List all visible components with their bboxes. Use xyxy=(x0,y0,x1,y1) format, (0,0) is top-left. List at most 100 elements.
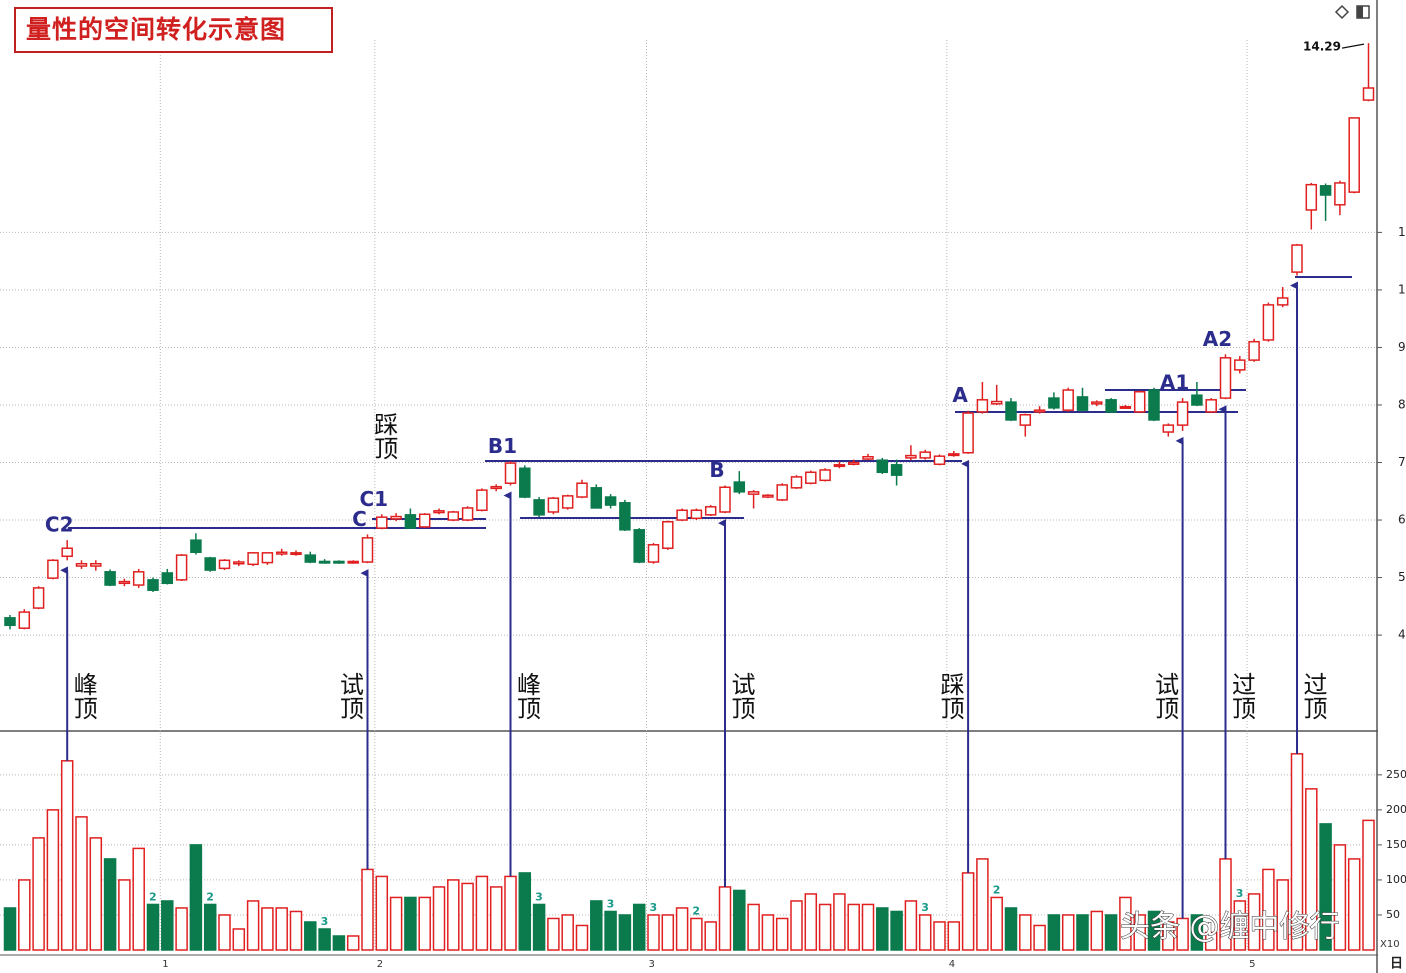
candle-body xyxy=(776,484,788,501)
candle-body xyxy=(347,560,359,564)
volume-note: 2 xyxy=(149,890,157,903)
volume-bar xyxy=(818,903,832,951)
volume-bar xyxy=(1147,910,1161,951)
candle-body xyxy=(1176,401,1189,426)
candle-body xyxy=(590,487,603,509)
volume-bar xyxy=(904,900,918,951)
candle-body xyxy=(290,552,302,556)
candle-body xyxy=(18,611,31,629)
candle-body xyxy=(1133,390,1146,413)
point-label: C1 xyxy=(360,487,389,511)
candle-body xyxy=(376,516,388,529)
volume-bar xyxy=(60,760,74,951)
candle-body xyxy=(190,539,202,553)
volume-bar xyxy=(1233,900,1247,951)
candle-body xyxy=(519,467,531,498)
candle-body xyxy=(47,559,59,579)
volume-bar xyxy=(103,858,117,951)
volume-bar xyxy=(747,903,760,951)
volume-bar xyxy=(146,903,160,951)
candle-body xyxy=(1262,304,1275,341)
candle-body xyxy=(747,491,760,495)
last-price-arrow xyxy=(1341,43,1365,49)
candle-body xyxy=(1219,357,1232,399)
volume-bar xyxy=(833,893,846,951)
volume-bar xyxy=(661,914,675,951)
volume-bar xyxy=(532,903,546,951)
volume-bar xyxy=(475,875,489,951)
volume-bar xyxy=(75,816,88,951)
volume-note: 3 xyxy=(321,915,329,928)
candle-body xyxy=(719,486,731,513)
candle-body xyxy=(118,580,131,585)
candle-body xyxy=(905,454,917,459)
candle-body xyxy=(876,459,889,474)
volume-bar xyxy=(1076,914,1089,951)
volume-bar xyxy=(361,868,374,951)
candle-body xyxy=(690,509,703,520)
point-label: A1 xyxy=(1160,371,1189,395)
candle-body xyxy=(1105,399,1117,413)
v-tick-label: 200 xyxy=(1386,803,1406,816)
candle-body xyxy=(4,617,16,627)
volume-bar xyxy=(733,889,746,951)
top-label: 踩顶 xyxy=(370,412,398,460)
point-label: C xyxy=(352,507,367,531)
candle-body xyxy=(733,481,746,493)
candle-body xyxy=(790,476,803,489)
y-tick-label: 11 xyxy=(1398,225,1406,239)
volume-bar xyxy=(89,837,103,951)
volume-bar xyxy=(847,903,860,951)
v-tick-label: 150 xyxy=(1386,838,1406,851)
volume-bar xyxy=(890,910,903,951)
arrow-label: 过顶 xyxy=(1228,672,1256,720)
candle-body xyxy=(1019,414,1032,426)
point-label: C2 xyxy=(45,513,74,537)
candle-body xyxy=(90,563,102,567)
volume-bar xyxy=(761,914,775,951)
volume-bar xyxy=(1262,868,1275,951)
arrow-label: 试顶 xyxy=(336,672,364,720)
arrow-label: 峰顶 xyxy=(69,672,97,720)
candle-body xyxy=(32,587,45,609)
y-tick-label: 10 xyxy=(1398,282,1406,296)
candle-body xyxy=(704,506,717,516)
arrow-label: 试顶 xyxy=(1151,672,1179,720)
volume-bar xyxy=(375,875,389,951)
volume-bar xyxy=(1333,844,1347,951)
volume-bar xyxy=(447,879,460,951)
volume-bar xyxy=(3,907,17,951)
x-tick-label: 1 xyxy=(162,959,168,970)
volume-bar xyxy=(590,900,603,951)
volume-bar xyxy=(718,886,732,951)
v-tick-label: 250 xyxy=(1386,768,1406,781)
y-tick-label: 7 xyxy=(1398,455,1406,469)
volume-bar xyxy=(1162,921,1175,951)
volume-bar xyxy=(118,879,131,951)
volume-bar xyxy=(690,917,703,951)
candle-body xyxy=(247,552,259,566)
candle-body xyxy=(1248,340,1260,361)
candle-body xyxy=(676,509,688,521)
volume-bar xyxy=(461,882,474,951)
volume-bar xyxy=(518,872,532,951)
candle-body xyxy=(1033,409,1046,413)
candle-body xyxy=(662,521,674,549)
candle-body xyxy=(161,572,174,585)
candle-body xyxy=(104,571,116,586)
candle-body xyxy=(61,547,73,558)
volume-bar xyxy=(604,910,617,951)
period-label: 日 xyxy=(1390,957,1403,972)
volume-bar xyxy=(389,896,403,951)
volume-bar xyxy=(1305,788,1318,951)
icon xyxy=(1334,4,1350,20)
point-label: A2 xyxy=(1203,327,1232,351)
candle-body xyxy=(862,456,874,460)
candle-body xyxy=(1276,297,1289,306)
candle-body xyxy=(533,499,545,516)
chart-title: 量性的空间转化示意图 xyxy=(26,15,286,44)
volume-bar xyxy=(1133,914,1146,951)
volume-bar xyxy=(418,896,431,951)
candle-body xyxy=(218,559,231,570)
